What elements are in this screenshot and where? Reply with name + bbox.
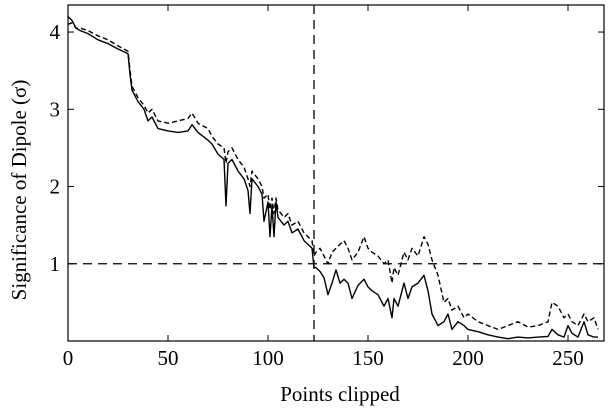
y-tick-label: 2 — [50, 175, 61, 199]
x-axis-title: Points clipped — [280, 382, 400, 406]
y-tick-label: 3 — [50, 97, 61, 121]
y-axis-ticks: 1 2 3 4 — [50, 20, 604, 276]
y-axis-title: Significance of Dipole (σ) — [7, 80, 31, 301]
x-tick-label: 50 — [158, 346, 179, 370]
x-axis-ticks: 0 50 100 150 200 250 — [63, 5, 584, 370]
series-line-solid — [67, 16, 598, 340]
plot-frame — [67, 4, 605, 342]
y-tick-label: 1 — [50, 252, 61, 276]
x-tick-label: 150 — [352, 346, 384, 370]
y-tick-label: 4 — [50, 20, 61, 44]
x-tick-label: 200 — [452, 346, 484, 370]
series-line-dashed — [67, 22, 599, 331]
series-layer — [67, 16, 599, 340]
x-tick-label: 0 — [63, 346, 74, 370]
x-tick-label: 100 — [252, 346, 284, 370]
reference-lines — [68, 5, 604, 341]
x-tick-label: 250 — [552, 346, 584, 370]
